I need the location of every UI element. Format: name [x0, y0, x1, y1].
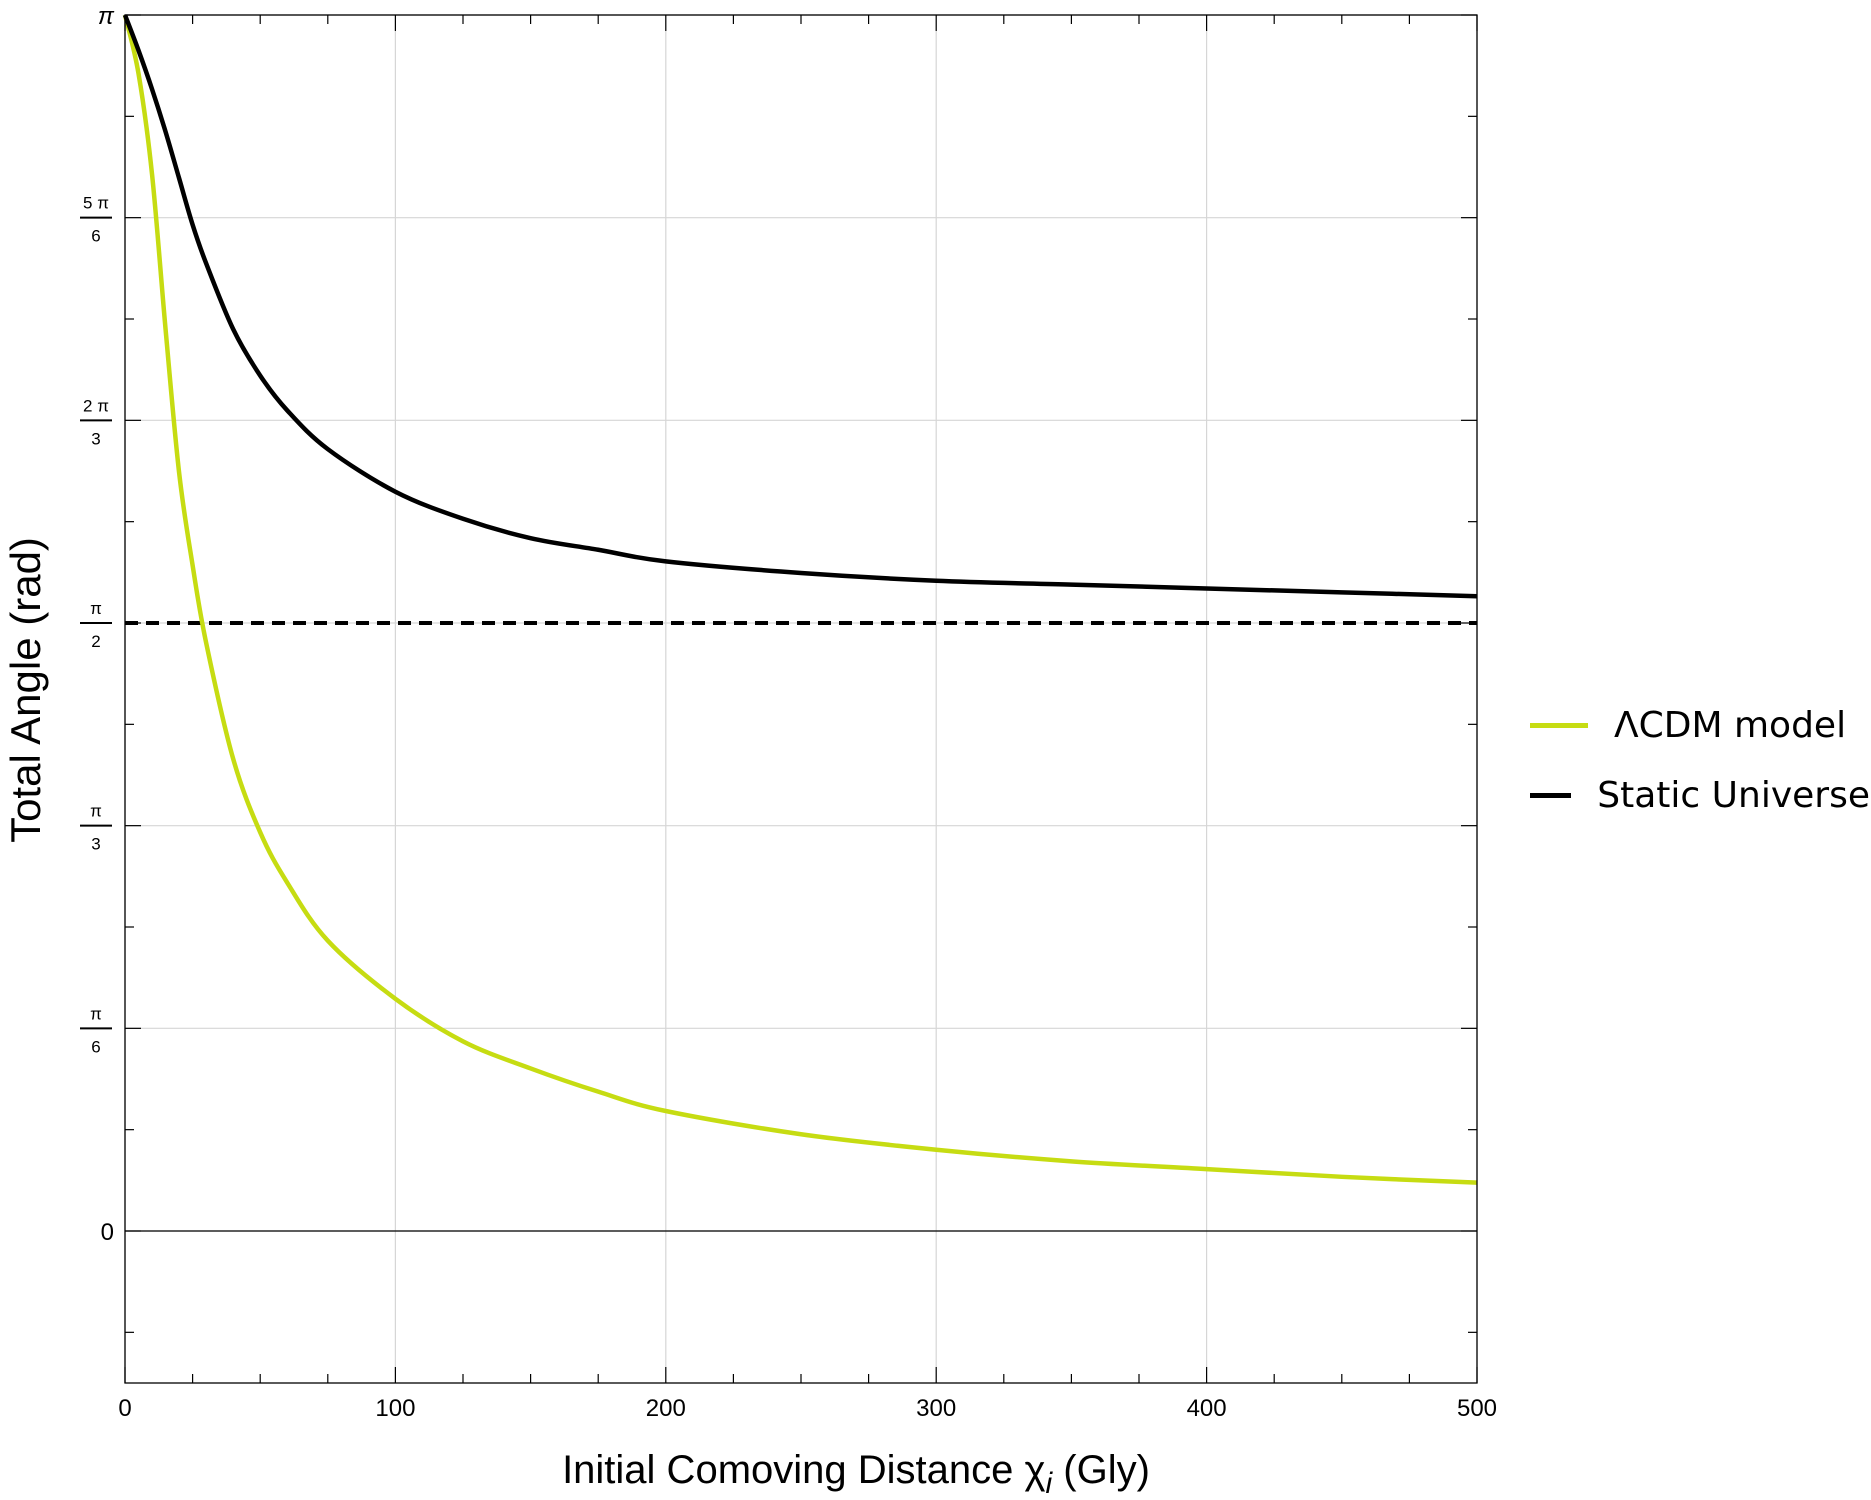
plot-border — [124, 14, 1478, 1384]
x-tick-label: 300 — [916, 1395, 956, 1422]
y-tick-label-numerator: π — [90, 802, 102, 821]
x-tick-label: 200 — [646, 1395, 686, 1422]
y-tick-label-denominator: 2 — [91, 632, 100, 651]
x-tick-labels: 0 100 200 300 400 500 — [118, 1395, 1497, 1422]
y-tick-label-denominator: 6 — [91, 227, 100, 246]
y-tick-label-numerator: π — [90, 599, 102, 618]
x-tick-label: 500 — [1457, 1395, 1497, 1422]
y-tick-label-numerator: 5 π — [83, 194, 109, 213]
y-tick-labels: 0 π 6 π 3 π 2 2 π 3 5 π 6 π — [80, 3, 115, 1246]
x-tick-label: 0 — [118, 1395, 131, 1422]
legend-item-lcdm: ΛCDM model — [1530, 690, 1870, 760]
legend-label-static: Static Universe — [1597, 774, 1870, 816]
series-lines — [122, 14, 1478, 1185]
legend-swatch-lcdm — [1530, 722, 1588, 728]
plot-frame — [124, 14, 1478, 1384]
y-tick-label-denominator: 3 — [91, 429, 100, 448]
x-tick-label: 400 — [1187, 1395, 1227, 1422]
y-axis-label: Total Angle (rad) — [2, 537, 49, 843]
y-tick-label-denominator: 6 — [91, 1037, 100, 1056]
legend-item-static: Static Universe — [1530, 760, 1870, 830]
grid-lines — [124, 14, 1478, 1383]
axis-ticks — [124, 14, 1478, 1383]
x-tick-label: 100 — [375, 1395, 415, 1422]
y-tick-label-denominator: 3 — [91, 835, 100, 854]
series-line-0 — [122, 14, 1478, 1185]
y-tick-label: 0 — [101, 1219, 114, 1246]
y-tick-label: π — [98, 3, 115, 30]
x-axis-label: Initial Comoving Distance χi (Gly) — [562, 1448, 1150, 1500]
y-tick-label-numerator: π — [90, 1004, 102, 1023]
y-tick-label-numerator: 2 π — [83, 396, 109, 415]
legend-label-lcdm: ΛCDM model — [1614, 704, 1847, 746]
legend-swatch-static — [1530, 792, 1572, 798]
legend: ΛCDM model Static Universe — [1530, 690, 1870, 830]
series-line-1 — [122, 14, 1478, 599]
